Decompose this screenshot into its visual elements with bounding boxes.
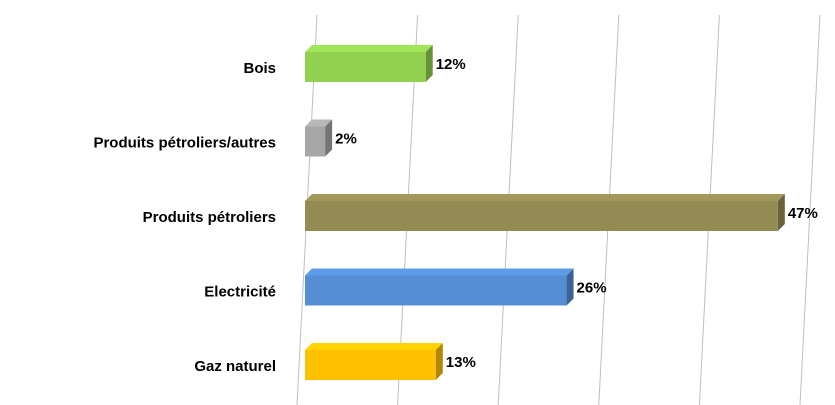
bar-side [325,119,333,157]
bar-side [435,343,443,380]
bar-front [305,275,567,306]
data-label: 2% [335,130,357,147]
grid-line [799,14,821,405]
y-tick-label: Produits pétroliers/autres [93,134,276,151]
data-label: 26% [577,279,607,296]
bar-top [305,45,433,52]
bar [305,343,443,380]
bar [305,119,333,157]
data-label: 13% [446,354,476,371]
bar-front [305,52,426,82]
bar [305,45,433,82]
bar [305,268,574,306]
bar-top [305,119,333,127]
bar-top [305,343,443,350]
y-tick-label: Bois [243,60,276,77]
bar-front [305,201,778,231]
bar-front [305,350,436,380]
data-label: 47% [788,205,818,222]
bar-top [305,268,574,276]
bar-front [305,126,326,157]
bar-side [777,194,785,231]
data-label: 12% [436,56,466,73]
y-tick-label: Electricité [204,283,276,300]
bar-side [566,268,574,306]
y-tick-label: Gaz naturel [194,358,276,375]
bar [305,194,785,231]
y-tick-label: Produits pétroliers [143,209,276,226]
bar-side [425,45,433,82]
bar-top [305,194,785,201]
